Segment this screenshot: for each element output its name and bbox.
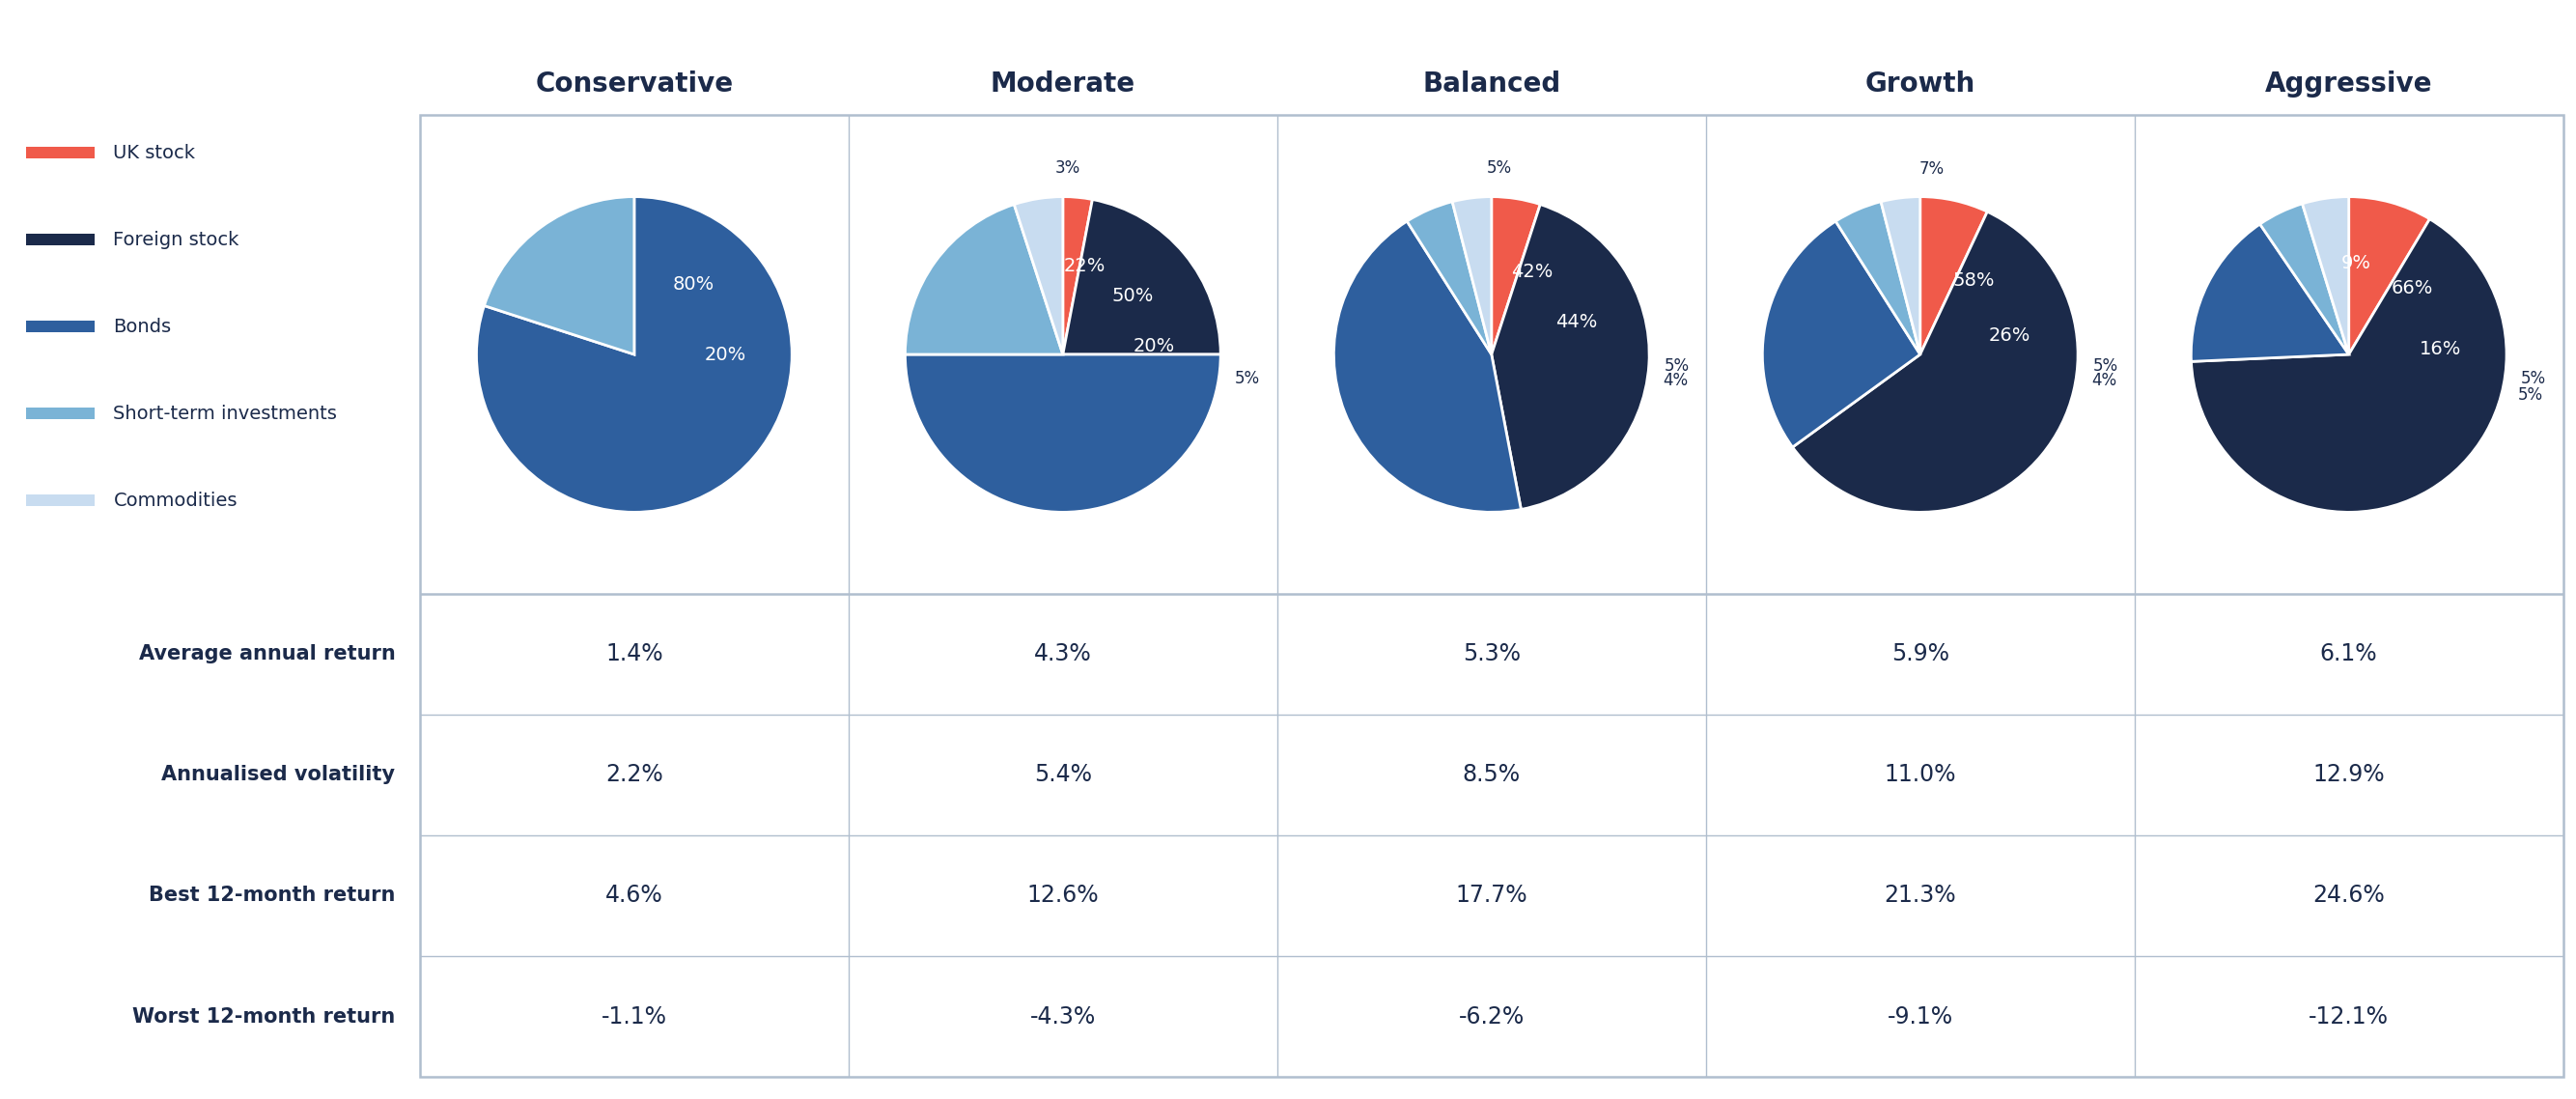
Text: Moderate: Moderate — [989, 70, 1136, 98]
Text: Foreign stock: Foreign stock — [113, 231, 240, 248]
Text: 1.4%: 1.4% — [605, 642, 662, 666]
Text: 4%: 4% — [2092, 371, 2117, 389]
Text: Best 12-month return: Best 12-month return — [149, 886, 394, 906]
Text: Aggressive: Aggressive — [2264, 70, 2432, 98]
Text: Balanced: Balanced — [1422, 70, 1561, 98]
Text: -4.3%: -4.3% — [1030, 1004, 1095, 1029]
Text: 42%: 42% — [1510, 263, 1553, 281]
Wedge shape — [904, 354, 1221, 512]
Text: 12.9%: 12.9% — [2313, 763, 2385, 787]
Text: 16%: 16% — [2419, 340, 2460, 358]
Wedge shape — [1015, 197, 1064, 354]
Text: Short-term investments: Short-term investments — [113, 404, 337, 423]
Wedge shape — [2192, 219, 2506, 512]
Text: 8.5%: 8.5% — [1463, 763, 1520, 787]
Text: 11.0%: 11.0% — [1883, 763, 1955, 787]
Text: 21.3%: 21.3% — [1883, 884, 1955, 908]
Text: -6.2%: -6.2% — [1458, 1004, 1525, 1029]
Text: 4.6%: 4.6% — [605, 884, 662, 908]
Text: 5.4%: 5.4% — [1033, 763, 1092, 787]
Wedge shape — [1492, 197, 1540, 354]
Text: 3%: 3% — [1056, 159, 1079, 177]
Wedge shape — [1762, 221, 1919, 447]
Wedge shape — [2259, 203, 2349, 354]
Text: 58%: 58% — [1953, 271, 1994, 289]
Bar — [26, 234, 95, 245]
Text: 6.1%: 6.1% — [2321, 642, 2378, 666]
Bar — [26, 147, 95, 158]
Text: Growth: Growth — [1865, 70, 1976, 98]
Wedge shape — [904, 204, 1064, 354]
Text: 22%: 22% — [1064, 256, 1105, 275]
Text: 5%: 5% — [2522, 370, 2545, 388]
Wedge shape — [1406, 201, 1492, 354]
Text: Bonds: Bonds — [113, 318, 173, 336]
Text: 50%: 50% — [1113, 287, 1154, 304]
Wedge shape — [1334, 221, 1520, 512]
Wedge shape — [1793, 212, 2079, 512]
Text: 7%: 7% — [1919, 160, 1945, 177]
Wedge shape — [2349, 197, 2429, 354]
Text: 20%: 20% — [1133, 337, 1175, 356]
Text: Commodities: Commodities — [113, 491, 237, 510]
Wedge shape — [2303, 197, 2349, 354]
Text: 4%: 4% — [1664, 371, 1687, 389]
Wedge shape — [477, 197, 791, 512]
Text: 9%: 9% — [2342, 254, 2370, 273]
Text: -1.1%: -1.1% — [600, 1004, 667, 1029]
Text: Average annual return: Average annual return — [139, 644, 394, 664]
Text: 4.3%: 4.3% — [1033, 642, 1092, 666]
Text: Annualised volatility: Annualised volatility — [162, 765, 394, 785]
Wedge shape — [1919, 197, 1986, 354]
Text: 12.6%: 12.6% — [1028, 884, 1100, 908]
Bar — [26, 495, 95, 507]
Text: 66%: 66% — [2391, 279, 2432, 297]
Text: Worst 12-month return: Worst 12-month return — [131, 1007, 394, 1026]
Wedge shape — [484, 197, 634, 354]
Text: 44%: 44% — [1556, 312, 1597, 331]
Text: Conservative: Conservative — [536, 70, 734, 98]
Text: 5.9%: 5.9% — [1891, 642, 1950, 666]
Bar — [26, 321, 95, 333]
Wedge shape — [1064, 197, 1092, 354]
Text: -9.1%: -9.1% — [1888, 1004, 1953, 1029]
Text: 20%: 20% — [706, 345, 747, 364]
Text: 5%: 5% — [1234, 370, 1260, 388]
Wedge shape — [1837, 201, 1919, 354]
Text: -12.1%: -12.1% — [2308, 1004, 2388, 1029]
Wedge shape — [1492, 204, 1649, 510]
Text: 5%: 5% — [1664, 357, 1690, 375]
Wedge shape — [1453, 197, 1492, 354]
Text: 26%: 26% — [1989, 326, 2030, 345]
Text: 5%: 5% — [2094, 357, 2117, 375]
Text: 24.6%: 24.6% — [2313, 884, 2385, 908]
Text: 5%: 5% — [2517, 386, 2543, 403]
Wedge shape — [1880, 197, 1919, 354]
Text: UK stock: UK stock — [113, 144, 196, 162]
Text: 5.3%: 5.3% — [1463, 642, 1520, 666]
Text: 80%: 80% — [672, 275, 714, 293]
Text: 5%: 5% — [1486, 159, 1512, 177]
Text: 17.7%: 17.7% — [1455, 884, 1528, 908]
Wedge shape — [2192, 224, 2349, 362]
Bar — [26, 408, 95, 420]
Text: 2.2%: 2.2% — [605, 763, 662, 787]
Wedge shape — [1064, 199, 1221, 354]
